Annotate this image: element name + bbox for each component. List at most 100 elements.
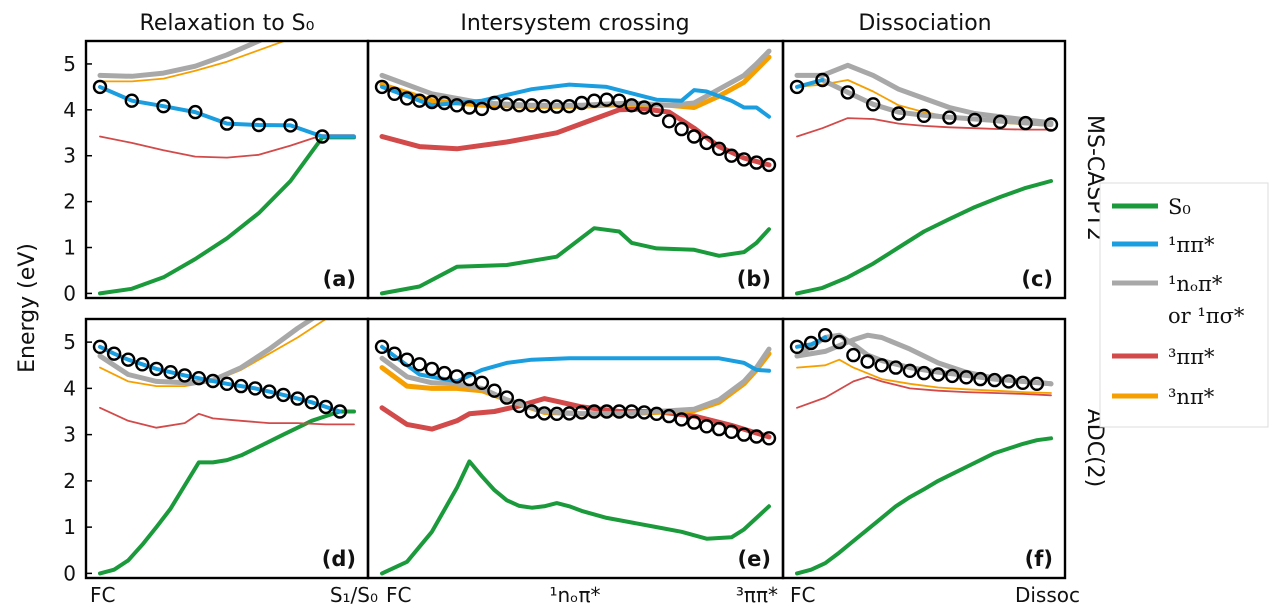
marker-point-b [711, 141, 727, 157]
marker-point-e [487, 383, 502, 398]
marker-point-b [699, 135, 714, 151]
marker-point-a [188, 104, 203, 120]
panel-a-plot [92, 41, 356, 296]
marker-point-e [699, 419, 714, 434]
series-line-3pipi-a [99, 134, 355, 159]
marker-point-e [711, 421, 727, 437]
marker-point-f [930, 367, 946, 382]
marker-point-e [424, 361, 440, 377]
panel-label-a: (a) [323, 267, 356, 291]
y-tick-label: 3 [63, 423, 76, 447]
panel-frame-f [781, 317, 1067, 580]
panel-f: (f) [781, 317, 1067, 580]
series-line-3pipi-f [796, 375, 1052, 409]
marker-point-c [916, 108, 932, 124]
marker-point-d [332, 404, 348, 419]
marker-point-a [156, 98, 171, 114]
marker-point-a [92, 79, 108, 95]
legend-label: S₀ [1168, 195, 1191, 219]
series-line-S0-c [795, 179, 1053, 296]
marker-point-c [891, 106, 906, 121]
legend-label: ¹nₒπ* [1168, 272, 1223, 296]
marker-point-c [1043, 117, 1059, 132]
y-tick-label: 0 [63, 281, 76, 305]
marker-point-a [251, 117, 266, 133]
y-axis-label: Energy (eV) [15, 243, 40, 373]
panel-e-plot [374, 339, 777, 576]
legend-box [1099, 182, 1269, 428]
series-line-1npi_upper-c [794, 62, 1054, 126]
marker-point-d [205, 373, 221, 389]
column-title-dissociation: Dissociation [858, 11, 991, 36]
marker-point-f [973, 371, 988, 387]
marker-point-f [832, 334, 847, 350]
panel-b-plot [374, 48, 777, 296]
marker-point-d [276, 387, 291, 403]
marker-point-c [840, 85, 855, 100]
marker-point-d [247, 381, 263, 396]
marker-point-c [789, 79, 805, 95]
marker-point-f [888, 360, 903, 375]
marker-point-f [1001, 374, 1016, 389]
legend-label-cont: or ¹πσ* [1168, 304, 1245, 328]
marker-point-b [761, 157, 777, 173]
x-tick-label: FC [790, 583, 815, 607]
marker-point-b [724, 148, 739, 163]
panel-label-e: (e) [738, 547, 771, 571]
marker-point-e [399, 352, 415, 367]
marker-point-b [674, 121, 689, 137]
y-ticks: 0 1 2 3 4 5 0 1 2 3 4 5 [63, 52, 92, 585]
marker-point-d [106, 346, 122, 361]
series-line-3npi-f [796, 358, 1052, 394]
marker-point-e [686, 415, 702, 430]
x-tick-label: FC [386, 583, 411, 607]
legend-label: ¹ππ* [1168, 233, 1215, 257]
marker-point-e [437, 365, 452, 381]
marker-point-d [318, 399, 333, 415]
series-line-3pipi-d [99, 406, 355, 429]
panel-label-f: (f) [1025, 547, 1053, 571]
marker-point-d [290, 391, 305, 406]
marker-point-f [945, 368, 960, 384]
y-tick-label: 3 [63, 144, 76, 168]
marker-point-c [967, 112, 982, 128]
panel-label-d: (d) [322, 547, 356, 571]
marker-point-d [92, 339, 108, 354]
panel-frame-b [366, 39, 785, 300]
column-title-isc: Intersystem crossing [460, 11, 689, 36]
series-line-1npi-c [819, 77, 1054, 127]
series-line-3pipi-c [796, 117, 1052, 138]
series-line-1pipi-c [795, 78, 825, 89]
series-line-S0-b [380, 226, 771, 296]
marker-point-a [283, 118, 298, 133]
marker-point-d [191, 371, 207, 386]
marker-point-a [124, 93, 140, 108]
marker-point-c [1018, 115, 1033, 131]
marker-point-b [387, 86, 402, 102]
y-tick-label: 5 [63, 52, 76, 76]
y-tick-label: 4 [63, 98, 76, 122]
marker-point-f [803, 335, 819, 351]
y-tick-label: 2 [63, 469, 76, 493]
legend-label: ³ππ* [1168, 345, 1215, 369]
marker-point-b [474, 101, 490, 117]
marker-point-b [649, 102, 664, 118]
marker-point-d [262, 384, 277, 399]
panel-label-c: (c) [1021, 267, 1053, 291]
series-line-3npi-a [99, 41, 287, 83]
y-tick-label: 2 [63, 190, 76, 214]
x-tick-label: FC [90, 583, 115, 607]
column-title-relaxation: Relaxation to S₀ [140, 11, 315, 36]
series-line-1pipi-a [98, 84, 356, 139]
x-tick-label: Dissoc [1015, 583, 1080, 607]
marker-point-f [789, 339, 805, 354]
series-line-S0-d [98, 409, 356, 576]
panel-c: (c) [781, 39, 1067, 300]
marker-point-e [512, 398, 527, 414]
x-tick-label: ¹nₒπ* [549, 583, 600, 607]
series-line-1npi-a [97, 41, 265, 79]
marker-point-e [374, 339, 390, 354]
marker-point-b [661, 114, 677, 129]
x-tick-label: S₁/S₀ [330, 583, 378, 607]
